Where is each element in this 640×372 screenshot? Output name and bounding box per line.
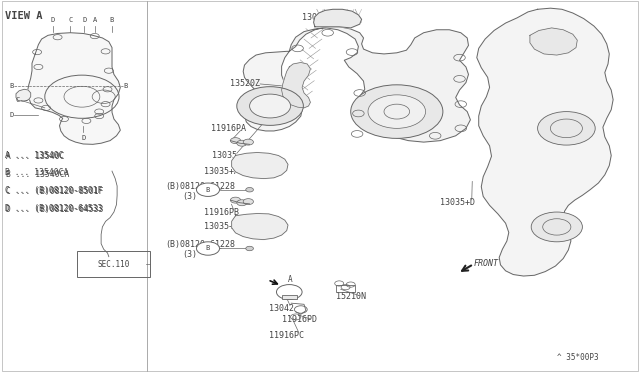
- Text: C: C: [16, 97, 20, 103]
- Text: (3): (3): [182, 250, 197, 259]
- Text: B: B: [110, 17, 114, 23]
- Circle shape: [237, 140, 247, 146]
- Polygon shape: [28, 33, 120, 144]
- Polygon shape: [289, 27, 470, 142]
- Text: D ... (B)08120-64533: D ... (B)08120-64533: [5, 204, 102, 213]
- Polygon shape: [282, 62, 310, 108]
- Circle shape: [368, 95, 426, 128]
- Text: 11916PD: 11916PD: [282, 315, 317, 324]
- Circle shape: [246, 187, 253, 192]
- Text: SEC.110: SEC.110: [98, 260, 130, 269]
- Text: 13035+A: 13035+A: [204, 167, 239, 176]
- Text: 13520Z: 13520Z: [230, 79, 260, 88]
- Circle shape: [243, 139, 253, 145]
- Circle shape: [230, 197, 241, 203]
- Circle shape: [243, 199, 253, 205]
- Text: 11916PA: 11916PA: [211, 124, 246, 133]
- Text: 11916PC: 11916PC: [269, 331, 304, 340]
- Circle shape: [538, 112, 595, 145]
- Text: (3): (3): [182, 192, 197, 201]
- Circle shape: [230, 138, 241, 144]
- Text: A: A: [288, 275, 292, 283]
- Text: D: D: [81, 135, 85, 141]
- Polygon shape: [477, 8, 613, 276]
- Bar: [77, 251, 150, 277]
- Circle shape: [531, 212, 582, 242]
- Text: D ... (B)08120-64533: D ... (B)08120-64533: [6, 205, 104, 214]
- Text: A: A: [93, 17, 97, 23]
- Text: B ... 13540CA: B ... 13540CA: [6, 170, 70, 179]
- Text: ^ 35*00P3: ^ 35*00P3: [557, 353, 598, 362]
- Text: A ... 13540C: A ... 13540C: [6, 152, 65, 161]
- Text: C: C: [68, 17, 72, 23]
- Text: (B)08120-61228: (B)08120-61228: [165, 182, 235, 191]
- Circle shape: [351, 85, 443, 138]
- Circle shape: [237, 87, 303, 125]
- Text: 13042: 13042: [269, 304, 294, 312]
- Text: C ... (B)08120-8501F: C ... (B)08120-8501F: [6, 187, 104, 196]
- Polygon shape: [530, 28, 577, 55]
- Text: 13035: 13035: [212, 151, 237, 160]
- Bar: [336, 285, 355, 292]
- Text: D: D: [83, 17, 86, 23]
- Polygon shape: [232, 214, 288, 240]
- Text: 13035+D: 13035+D: [440, 198, 476, 207]
- Text: D: D: [10, 112, 13, 118]
- Text: (B)08120-61228: (B)08120-61228: [165, 240, 235, 249]
- Text: B: B: [124, 83, 127, 89]
- Circle shape: [246, 246, 253, 251]
- Bar: [282, 295, 297, 299]
- Circle shape: [250, 94, 291, 118]
- Text: VIEW A: VIEW A: [5, 11, 43, 21]
- Text: B: B: [206, 187, 210, 193]
- Text: 11916PB: 11916PB: [204, 208, 239, 217]
- Text: 15210N: 15210N: [336, 292, 366, 301]
- Text: 13035+C: 13035+C: [302, 13, 337, 22]
- Circle shape: [196, 242, 220, 255]
- Polygon shape: [16, 89, 31, 101]
- Circle shape: [237, 200, 247, 206]
- Text: C ... (B)08120-8501F: C ... (B)08120-8501F: [5, 186, 102, 195]
- Polygon shape: [243, 51, 302, 131]
- Polygon shape: [232, 153, 288, 179]
- Text: B ... 13540CA: B ... 13540CA: [5, 169, 68, 177]
- Text: A ... 13540C: A ... 13540C: [5, 151, 63, 160]
- Text: 13035+B: 13035+B: [204, 222, 239, 231]
- Polygon shape: [314, 9, 362, 28]
- Circle shape: [196, 183, 220, 196]
- Text: FRONT: FRONT: [474, 259, 499, 268]
- Text: B: B: [10, 83, 13, 89]
- Text: B: B: [206, 246, 210, 251]
- Text: D: D: [51, 17, 55, 23]
